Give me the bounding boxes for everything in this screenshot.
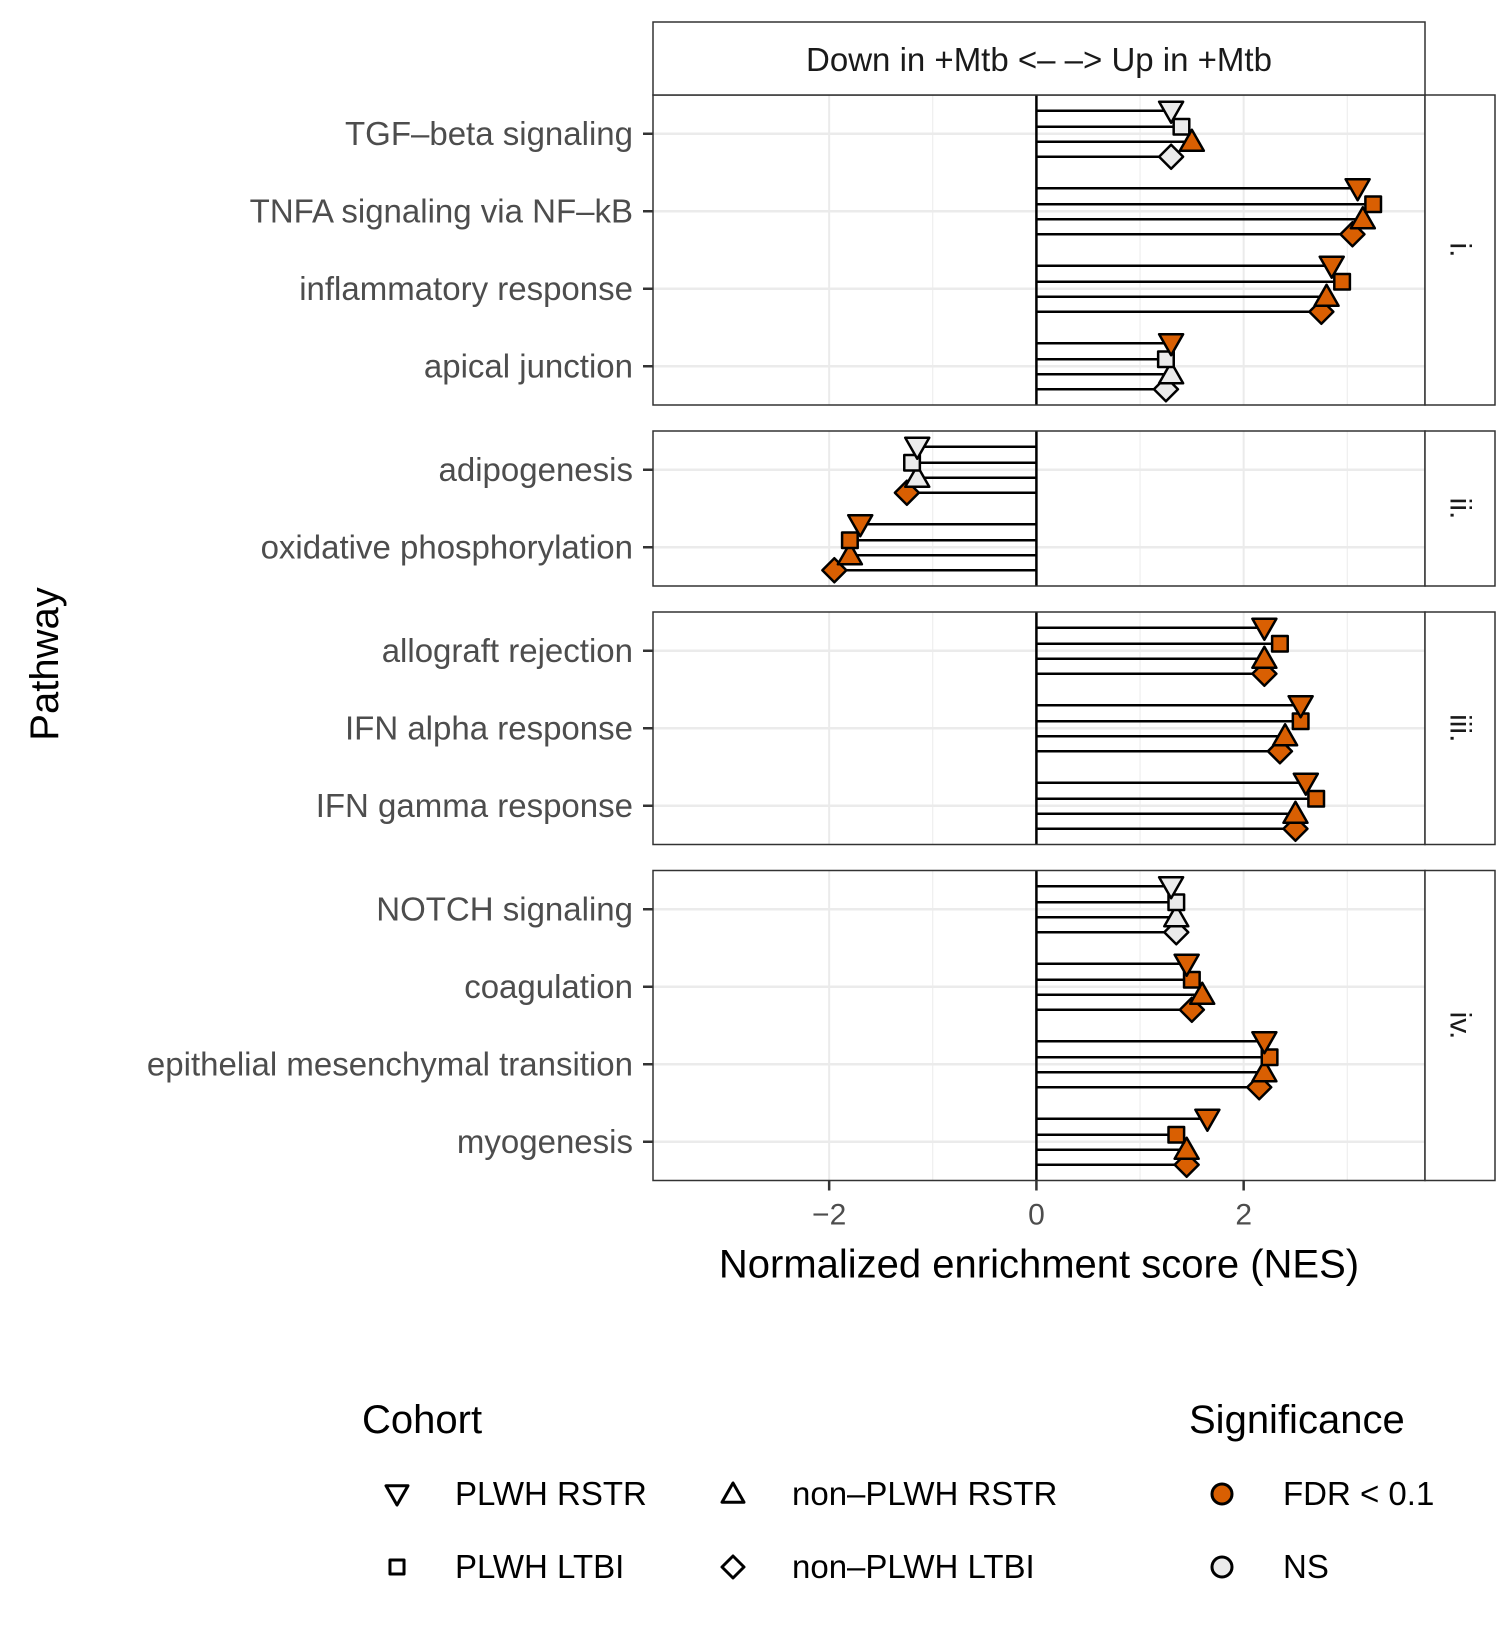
pathway-label: IFN gamma response (316, 787, 633, 824)
marker-triangle-down (1292, 772, 1320, 796)
facet-label: i. (1444, 243, 1477, 258)
marker-square (1307, 789, 1326, 808)
pathway-label: allograft rejection (382, 632, 633, 669)
panel-1: i. (652, 94, 1496, 406)
legend-square-icon (388, 1558, 406, 1576)
legend-triangle-down-icon (384, 1484, 410, 1507)
pathway-label: epithelial mesenchymal transition (147, 1045, 633, 1082)
header-strip (652, 21, 1426, 96)
marker-triangle-down (1318, 255, 1345, 279)
marker-triangle-down (1251, 1031, 1278, 1055)
marker-triangle-up (1251, 1059, 1278, 1083)
marker-triangle-up (1251, 645, 1278, 669)
pathway-label: TGF–beta signaling (345, 115, 633, 152)
marker-diamond (1157, 143, 1185, 170)
panel-2: ii. (652, 430, 1496, 587)
marker-square (1333, 272, 1352, 291)
marker-triangle-down (1344, 178, 1371, 202)
legend-cohort-item: PLWH RSTR (455, 1475, 647, 1512)
facet-strip (1424, 869, 1496, 1182)
marker-square (840, 531, 859, 550)
marker-triangle-up (1271, 723, 1299, 747)
marker-triangle-down (903, 436, 931, 460)
marker-triangle-down (1157, 876, 1185, 900)
facet-label: iv. (1444, 1012, 1477, 1040)
y-axis-title: Pathway (23, 587, 67, 740)
marker-square (1172, 117, 1191, 136)
pathway-label: coagulation (464, 968, 633, 1005)
legend-cohort-item: non–PLWH RSTR (792, 1475, 1057, 1512)
marker-triangle-up (1349, 206, 1377, 230)
legend-circle-icon (1210, 1555, 1234, 1579)
marker-triangle-up (1313, 283, 1340, 307)
marker-diamond (1178, 996, 1206, 1023)
marker-triangle-up (1157, 361, 1185, 385)
marker-triangle-down (1194, 1108, 1221, 1132)
facet-strip (1424, 611, 1496, 846)
facet-strip (1424, 94, 1496, 406)
legend-cohort-item: non–PLWH LTBI (792, 1548, 1035, 1585)
pathway-label: inflammatory response (299, 270, 633, 307)
x-tick-label: 2 (1235, 1199, 1252, 1232)
x-tick-label: −2 (812, 1199, 846, 1232)
legend-significance-title: Significance (1189, 1398, 1405, 1442)
legend-cohort-title: Cohort (362, 1398, 482, 1442)
legend-diamond-icon (720, 1554, 746, 1580)
pathway-label: myogenesis (457, 1123, 633, 1160)
pathway-label: TNFA signaling via NF–kB (250, 192, 633, 229)
marker-triangle-down (1173, 953, 1200, 977)
facet-label: iii. (1444, 714, 1477, 742)
legend-circle-icon (1210, 1482, 1234, 1506)
marker-square (1167, 1125, 1186, 1144)
pathway-label: oxidative phosphorylation (261, 528, 633, 565)
panel-3: iii. (652, 611, 1496, 846)
marker-triangle-down (1157, 100, 1185, 124)
pathway-label: IFN alpha response (345, 709, 633, 746)
x-axis-title: Normalized enrichment score (NES) (719, 1243, 1359, 1287)
pathway-label: NOTCH signaling (376, 890, 633, 927)
legend-cohort-item: PLWH LTBI (455, 1548, 624, 1585)
pathway-label: apical junction (424, 347, 633, 384)
pathway-label: adipogenesis (439, 451, 634, 488)
marker-triangle-up (1178, 128, 1206, 152)
panel-background (653, 431, 1425, 586)
marker-triangle-up (1188, 981, 1216, 1005)
marker-triangle-down (846, 514, 874, 538)
legend-significance-item: FDR < 0.1 (1283, 1475, 1434, 1512)
marker-square (1270, 634, 1289, 653)
marker-triangle-down (1287, 695, 1314, 719)
marker-triangle-up (836, 542, 864, 566)
legend-triangle-up-icon (720, 1481, 746, 1504)
facet-strip (1424, 430, 1496, 587)
panel-background (653, 95, 1425, 405)
marker-triangle-up (1163, 904, 1190, 928)
panel-background (653, 870, 1425, 1181)
panel-4: iv. (652, 869, 1496, 1182)
marker-triangle-up (903, 464, 931, 488)
marker-triangle-down (1251, 617, 1278, 641)
marker-triangle-down (1157, 333, 1185, 357)
marker-triangle-up (1282, 800, 1309, 824)
marker-square (1364, 195, 1383, 214)
facet-label: ii. (1444, 498, 1477, 520)
header-label: Down in +Mtb <– –> Up in +Mtb (806, 41, 1272, 78)
marker-triangle-up (1173, 1136, 1200, 1160)
x-tick-label: 0 (1028, 1199, 1045, 1232)
legend-significance-item: NS (1283, 1548, 1329, 1585)
